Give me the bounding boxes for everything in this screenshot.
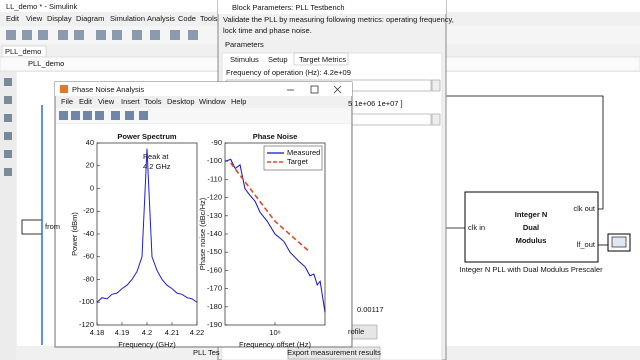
y-tick-label: -150 — [207, 247, 222, 256]
tab[interactable]: Target Metrics — [299, 55, 346, 64]
x-tick-label: 4.22 — [190, 328, 205, 337]
tab[interactable]: Setup — [268, 55, 288, 64]
y-tick-label: -40 — [83, 229, 94, 238]
y-tick-label: -130 — [207, 211, 222, 220]
window-title: LL_demo * - Simulink — [6, 2, 78, 11]
menu-item[interactable]: Simulation — [110, 14, 145, 23]
field-text: 5 1e+06 1e+07 ] — [348, 99, 403, 108]
y-tick-label: -120 — [207, 193, 222, 202]
menu-item[interactable]: View — [26, 14, 43, 23]
block-caption: Integer N PLL with Dual Modulus Prescale… — [459, 265, 603, 274]
menu-item[interactable]: Code — [178, 14, 196, 23]
palette-icons — [4, 78, 12, 176]
data-line — [224, 158, 326, 313]
menu-item[interactable]: Window — [199, 97, 226, 106]
toolbar-icons — [6, 30, 198, 40]
section-label: Parameters — [225, 40, 264, 49]
active-tab[interactable] — [293, 52, 349, 66]
button-label[interactable]: rofile — [348, 327, 364, 336]
legend-label: Measured — [287, 148, 320, 157]
port-label: clk out — [573, 204, 596, 213]
menu-item[interactable]: Edit — [6, 14, 20, 23]
x-axis-label: Frequency offset (Hz) — [239, 340, 311, 349]
block-text: Integer N — [515, 210, 548, 219]
y-tick-label: 40 — [86, 138, 94, 147]
y-tick-label: -20 — [83, 206, 94, 215]
menu-item[interactable]: Tools — [200, 14, 218, 23]
x-axis-label: Frequency (GHz) — [118, 340, 176, 349]
y-tick-label: -110 — [208, 174, 222, 183]
pll-block[interactable] — [464, 191, 599, 263]
y-tick-label: 20 — [86, 161, 94, 170]
x-tick-label: 10⁶ — [269, 328, 280, 337]
block-label: from — [45, 222, 60, 231]
dialog-title-bar — [218, 0, 446, 14]
x-tick-label: 4.2 — [142, 328, 152, 337]
menu-item[interactable]: View — [98, 97, 115, 106]
y-tick-label: -90 — [211, 138, 222, 147]
y-tick-label: -160 — [207, 265, 222, 274]
annotation: 4.2 GHz — [143, 162, 171, 171]
chart-title: Phase Noise — [253, 132, 298, 141]
y-tick-label: -170 — [207, 284, 222, 293]
menu-item[interactable]: Display — [47, 14, 72, 23]
y-tick-label: -100 — [79, 297, 94, 306]
y-axis-label: Power (dBm) — [70, 212, 79, 256]
y-tick-label: -80 — [83, 274, 94, 283]
block-text: Dual — [523, 223, 539, 232]
figure-toolbar-icons[interactable] — [59, 111, 148, 120]
tab[interactable]: Stimulus — [230, 55, 259, 64]
button-label[interactable]: Export measurement results — [287, 348, 381, 357]
annotation: Peak at — [143, 152, 169, 161]
y-tick-label: -120 — [79, 320, 94, 329]
palette — [0, 72, 16, 360]
y-tick-label: -180 — [207, 302, 222, 311]
menu-item[interactable]: Help — [231, 97, 246, 106]
dots-button[interactable] — [431, 113, 441, 126]
description: lock time and phase noise. — [223, 26, 312, 35]
menu-item[interactable]: Tools — [144, 97, 162, 106]
block-caption: PLL Tes — [193, 348, 220, 357]
menu-item[interactable]: Analysis — [147, 14, 175, 23]
y-tick-label: -140 — [207, 229, 222, 238]
menu-item[interactable]: File — [61, 97, 73, 106]
y-tick-label: 0 — [90, 183, 94, 192]
dots-button[interactable] — [431, 79, 441, 92]
param-label: Frequency of operation (Hz): 4.2e+09 — [226, 68, 351, 77]
chart-title: Power Spectrum — [117, 132, 177, 141]
tab-label[interactable]: PLL_demo — [5, 47, 41, 56]
menu-item[interactable]: Edit — [79, 97, 93, 106]
port-label: lf_out — [577, 240, 596, 249]
axes-box — [224, 142, 326, 326]
legend-label: Target — [287, 157, 309, 166]
data-line — [230, 162, 311, 253]
y-tick-label: -60 — [83, 252, 94, 261]
menu-item[interactable]: Desktop — [167, 97, 195, 106]
figure-icon — [60, 85, 68, 93]
block-text: Modulus — [516, 236, 547, 245]
x-tick-label: 4.21 — [165, 328, 180, 337]
y-axis-label: Phase noise (dBc/Hz) — [198, 197, 207, 270]
y-tick-label: -100 — [207, 156, 222, 165]
menu-item[interactable]: Insert — [121, 97, 141, 106]
dialog-title: Block Parameters: PLL Testbench — [232, 3, 345, 12]
description: Validate the PLL by measuring following … — [223, 15, 454, 24]
port-label: clk in — [468, 223, 485, 232]
menu-item[interactable]: Diagram — [76, 14, 104, 23]
breadcrumb[interactable]: PLL_demo — [28, 59, 64, 68]
param-value: 0.00117 — [357, 305, 384, 314]
y-tick-label: -190 — [207, 320, 222, 329]
x-tick-label: 4.19 — [115, 328, 130, 337]
legend-box — [263, 145, 323, 171]
axes-box — [96, 142, 198, 326]
data-line — [96, 148, 198, 303]
window-buttons[interactable] — [287, 85, 342, 94]
x-tick-label: 4.18 — [90, 328, 105, 337]
scope-screen — [611, 236, 627, 248]
figure-title: Phase Noise Analysis — [72, 85, 144, 94]
figure-title-bar — [55, 82, 352, 96]
